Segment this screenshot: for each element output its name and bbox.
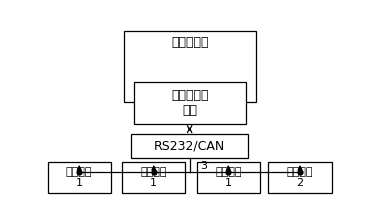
Text: 3: 3 — [201, 161, 208, 171]
Text: 检测节点
1: 检测节点 1 — [141, 167, 167, 188]
Bar — [134, 82, 246, 124]
Text: RS232/CAN: RS232/CAN — [154, 140, 225, 152]
Bar — [124, 31, 256, 102]
Text: 工业控制计
算机: 工业控制计 算机 — [171, 89, 208, 117]
Bar — [197, 162, 260, 193]
Text: 现场监控端: 现场监控端 — [171, 35, 208, 49]
Bar — [269, 162, 332, 193]
Text: 检测节点
1: 检测节点 1 — [215, 167, 242, 188]
Bar — [48, 162, 111, 193]
Text: 控制节点
2: 控制节点 2 — [287, 167, 313, 188]
Text: 检测节点
1: 检测节点 1 — [66, 167, 92, 188]
Bar — [131, 134, 248, 158]
Bar — [122, 162, 185, 193]
